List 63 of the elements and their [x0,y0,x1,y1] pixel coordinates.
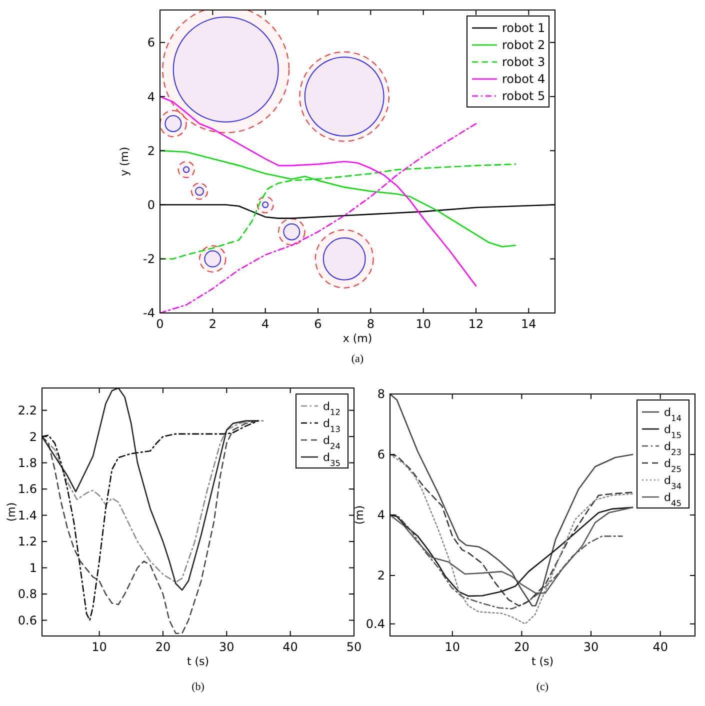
y-tick-label: 1.6 [18,482,37,496]
x-tick-label: 20 [155,640,171,654]
x-tick-label: 40 [282,640,298,654]
y-tick-label: 2 [29,430,37,444]
text: (c) [536,681,549,693]
legend-label: d$_{24}$ [323,434,340,451]
line-series [390,394,634,606]
legend-label: d$_{23}$ [664,440,682,457]
y-axis-title: y (m) [118,146,131,176]
x-tick-label: 40 [652,640,668,654]
y-tick-label: 1.8 [18,456,37,470]
y-tick-label: 0.4 [366,617,385,632]
x-tick-label: 20 [514,640,530,654]
y-tick-label: 0 [147,198,155,212]
y-tick-label: 2 [377,568,385,583]
legend-label: robot 1 [502,21,546,36]
x-tick-label: 10 [416,317,431,331]
y-tick-label: 2.2 [18,404,37,418]
y-tick-label: 4 [377,508,385,522]
legend-label: robot 3 [502,55,546,70]
x-tick-label: 30 [583,640,599,654]
legend-label: d$_{14}$ [664,406,682,423]
x-tick-label: 0 [156,317,164,331]
x-tick-label: 2 [208,317,216,331]
legend-label: d$_{12}$ [323,400,340,417]
legend-label: d$_{45}$ [664,490,682,508]
x-tick-label: 10 [444,640,460,654]
y-axis-title: (m) [5,502,18,522]
line-series [42,388,260,591]
y-tick-label: 1.4 [18,508,37,522]
y-tick-label: 0.8 [18,587,37,602]
x-axis-title: x (m) [342,332,372,345]
x-axis-title: t (s) [186,655,210,668]
x-tick-label: 6 [314,317,322,331]
legend-label: robot 4 [502,72,546,86]
legend-label: robot 5 [502,89,546,104]
legend-label: d$_{25}$ [664,456,682,474]
legend-label: d$_{13}$ [323,416,340,434]
y-tick-label: 1 [29,560,37,575]
y-tick-label: 1.2 [18,534,37,549]
legend-label: robot 2 [502,38,546,52]
y-tick-label: -4 [143,306,155,320]
y-axis-title: (m) [353,505,366,525]
x-tick-label: 30 [219,640,234,654]
x-axis-title: t (s) [531,655,554,668]
x-tick-label: 14 [521,317,536,331]
legend-label: d$_{15}$ [664,422,682,440]
x-tick-label: 10 [92,640,107,654]
y-tick-label: 0.6 [18,613,37,628]
legend-label: d$_{35}$ [323,450,340,468]
y-tick-label: 6 [147,36,155,50]
y-tick-label: -2 [143,252,155,266]
legend-label: d$_{34}$ [664,474,682,491]
x-tick-label: 50 [346,640,362,654]
y-tick-label: 2 [147,144,155,158]
y-tick-label: 4 [147,90,155,104]
y-tick-label: 6 [377,448,385,462]
x-tick-label: 12 [468,317,484,331]
x-tick-label: 4 [262,317,270,331]
text: (b) [192,681,205,693]
y-tick-label: 8 [377,387,385,402]
x-tick-label: 8 [366,317,374,331]
text: (a) [351,353,364,365]
